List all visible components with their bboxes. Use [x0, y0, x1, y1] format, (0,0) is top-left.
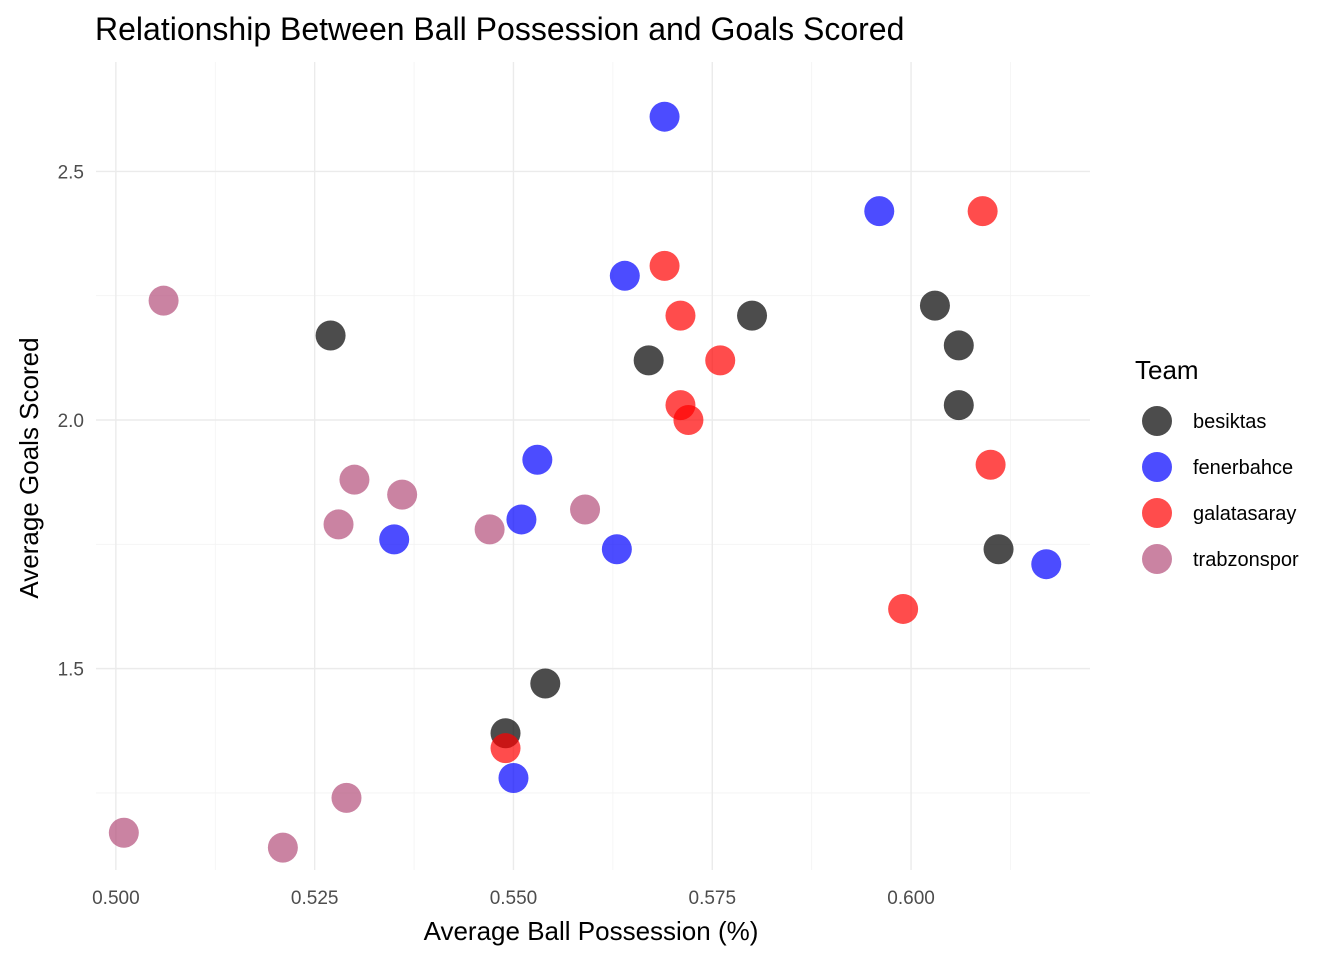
data-point-galatasaray [975, 449, 1006, 480]
data-point-trabzonspor [331, 782, 362, 813]
y-tick-label: 2.0 [58, 411, 84, 432]
chart-title: Relationship Between Ball Possession and… [95, 11, 904, 47]
data-point-fenerbahce [864, 196, 895, 227]
data-point-besiktas [983, 534, 1014, 565]
legend-label-galatasaray: galatasaray [1193, 503, 1296, 525]
legend-label-fenerbahce: fenerbahce [1193, 457, 1293, 479]
x-tick-label: 0.500 [92, 888, 140, 909]
data-point-trabzonspor [108, 817, 139, 848]
data-point-galatasaray [967, 196, 998, 227]
data-point-trabzonspor [148, 285, 179, 316]
x-tick-labels: 0.500 0.525 0.550 0.575 0.600 [92, 888, 935, 909]
grid-layer [96, 62, 1090, 870]
data-point-trabzonspor [387, 479, 418, 510]
data-point-galatasaray [649, 250, 680, 281]
data-point-fenerbahce [649, 101, 680, 132]
data-point-fenerbahce [601, 534, 632, 565]
data-point-galatasaray [490, 733, 521, 764]
x-tick-label: 0.600 [887, 888, 935, 909]
legend-key-fenerbahce [1142, 452, 1172, 482]
x-axis-title: Average Ball Possession (%) [424, 916, 759, 946]
data-point-fenerbahce [522, 444, 553, 475]
legend-key-besiktas [1142, 406, 1172, 436]
data-point-besiktas [737, 300, 768, 331]
legend: Team besiktas fenerbahce galatasaray trabzo… [1135, 355, 1299, 574]
legend-title: Team [1135, 355, 1199, 385]
x-tick-label: 0.525 [291, 888, 339, 909]
legend-label-trabzonspor: trabzonspor [1193, 549, 1299, 571]
data-point-fenerbahce [506, 504, 537, 535]
data-point-galatasaray [665, 300, 696, 331]
x-tick-label: 0.550 [490, 888, 538, 909]
data-point-fenerbahce [1031, 549, 1062, 580]
data-point-besiktas [315, 320, 346, 351]
data-point-fenerbahce [498, 763, 529, 794]
data-point-trabzonspor [267, 832, 298, 863]
data-point-besiktas [633, 345, 664, 376]
data-point-galatasaray [705, 345, 736, 376]
y-tick-label: 1.5 [58, 660, 84, 681]
data-point-trabzonspor [339, 464, 370, 495]
data-point-trabzonspor [323, 509, 354, 540]
data-points [108, 101, 1062, 863]
data-point-trabzonspor [570, 494, 601, 525]
data-point-besiktas [943, 330, 974, 361]
y-tick-label: 2.5 [58, 162, 84, 183]
data-point-galatasaray [888, 593, 919, 624]
legend-label-besiktas: besiktas [1193, 411, 1266, 433]
x-tick-label: 0.575 [689, 888, 737, 909]
legend-key-galatasaray [1142, 498, 1172, 528]
data-point-galatasaray [673, 405, 704, 436]
data-point-besiktas [530, 668, 561, 699]
y-tick-labels: 1.5 2.0 2.5 [58, 162, 84, 680]
data-point-fenerbahce [379, 524, 410, 555]
data-point-besiktas [919, 290, 950, 321]
y-axis-title: Average Goals Scored [14, 337, 44, 598]
data-point-besiktas [943, 390, 974, 421]
data-point-trabzonspor [474, 514, 505, 545]
legend-key-trabzonspor [1142, 544, 1172, 574]
data-point-fenerbahce [609, 260, 640, 291]
